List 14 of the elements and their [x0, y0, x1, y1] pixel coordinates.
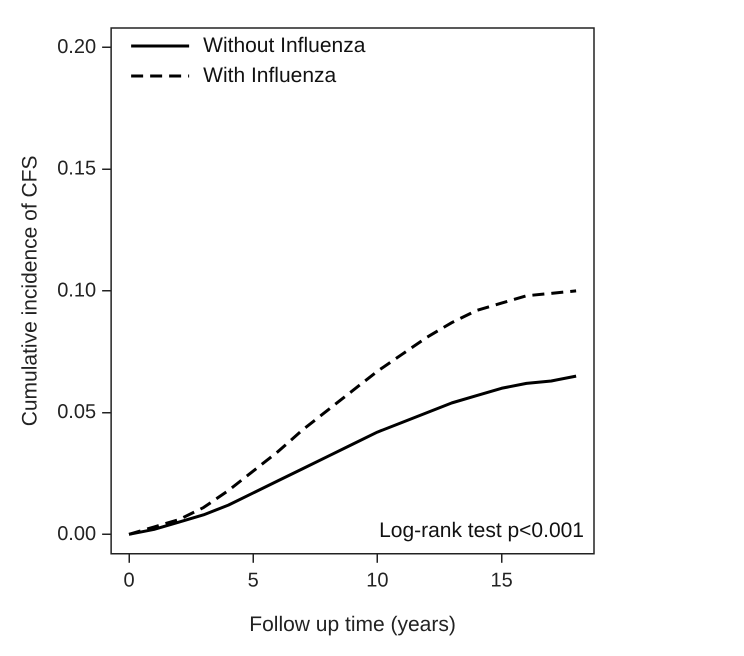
annotation: Log-rank test p<0.001	[379, 519, 584, 542]
x-tick-label: 10	[366, 569, 389, 592]
y-tick-label: 0.05	[57, 401, 96, 424]
x-tick-label: 15	[490, 569, 513, 592]
y-axis-title: Cumulative incidence of CFS	[18, 156, 42, 426]
y-tick-label: 0.10	[57, 279, 96, 302]
x-tick-label: 0	[123, 569, 135, 592]
x-axis-title: Follow up time (years)	[249, 613, 456, 636]
legend-label: Without Influenza	[203, 34, 366, 57]
y-tick-label: 0.00	[57, 522, 96, 545]
y-tick-label: 0.20	[57, 36, 96, 58]
legend-label: With Influenza	[203, 64, 337, 87]
x-tick-label: 5	[248, 569, 259, 592]
y-tick-label: 0.15	[57, 158, 96, 180]
